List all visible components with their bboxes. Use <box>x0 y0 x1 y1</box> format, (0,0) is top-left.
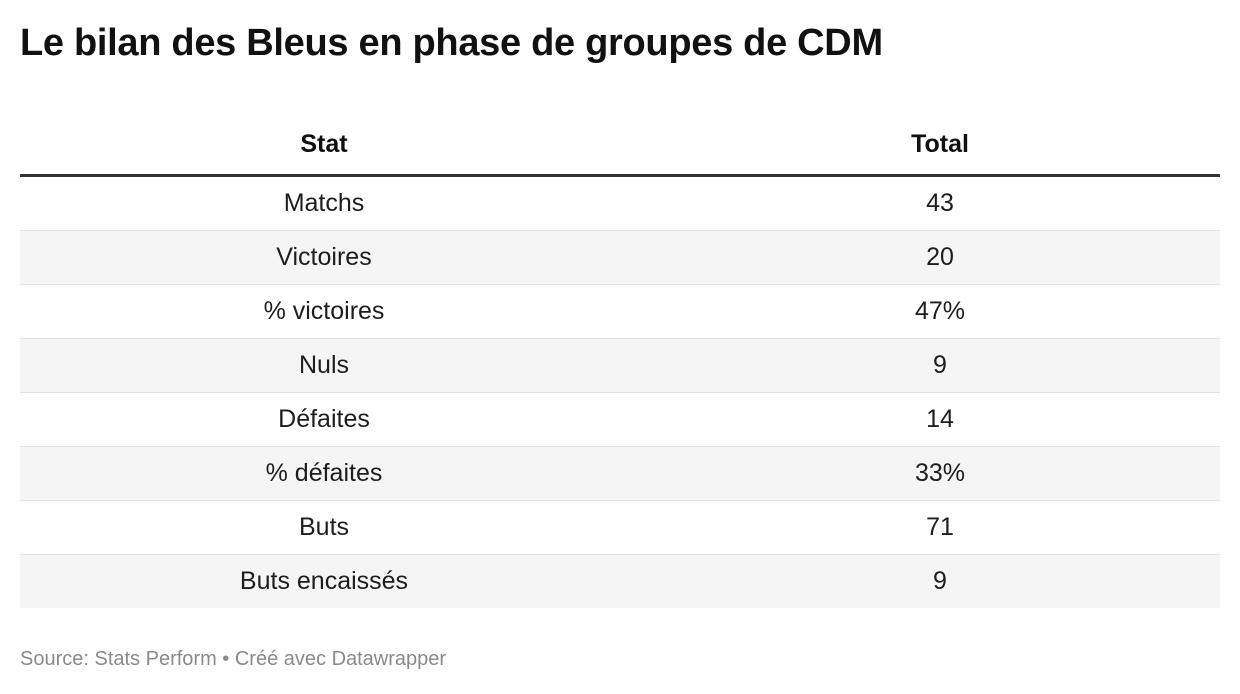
table-row: Buts 71 <box>20 501 1220 555</box>
table: Stat Total Matchs 43 Victoires 20 % victoire… <box>20 114 1220 608</box>
table-cell: 33% <box>914 459 966 487</box>
table-cell: Nuls <box>298 351 349 379</box>
table-cell: Buts encaissés <box>239 567 409 595</box>
table-cell: 20 <box>926 243 954 271</box>
table-cell: 9 <box>933 351 947 379</box>
table-row: Nuls 9 <box>20 339 1220 393</box>
footer: Source: Stats Perform • Créé avec Datawr… <box>20 648 447 670</box>
table-cell: 14 <box>926 405 954 433</box>
table-cell: 47% <box>914 297 966 325</box>
table-row: Victoires 20 <box>20 231 1220 285</box>
table-row: Défaites 14 <box>20 393 1220 447</box>
header-cell: Total <box>911 129 969 158</box>
table-cell: 43 <box>926 189 954 217</box>
table-cell: Défaites <box>278 405 370 433</box>
table-row: Matchs 43 <box>20 177 1220 231</box>
table-row: Buts encaissés 9 <box>20 555 1220 608</box>
title: Le bilan des Bleus en phase de groupes d… <box>20 22 883 64</box>
table-cell: 71 <box>926 513 954 541</box>
table-cell: Buts <box>298 513 350 541</box>
table-cell: 9 <box>933 567 947 595</box>
table-cell: Victoires <box>276 243 372 271</box>
header-row: Stat Total <box>20 114 1220 177</box>
table-cell: Matchs <box>283 189 365 217</box>
table-cell: % victoires <box>263 297 385 325</box>
table-row: % victoires 47% <box>20 285 1220 339</box>
header-cell: Stat <box>300 129 348 158</box>
table-row: % défaites 33% <box>20 447 1220 501</box>
table-cell: % défaites <box>265 459 383 487</box>
